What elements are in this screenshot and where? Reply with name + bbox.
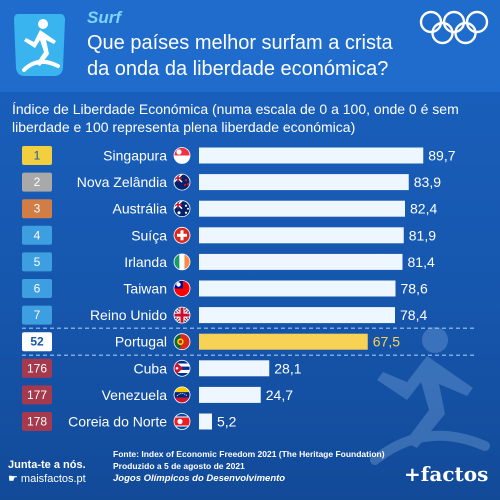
bar [199, 413, 212, 430]
value-label: 82,4 [410, 201, 437, 217]
country-label: Austrália [113, 201, 168, 217]
country-label: Irlanda [124, 254, 167, 270]
value-label: 67,5 [373, 334, 400, 350]
australia-flag-icon [173, 200, 191, 218]
source-note: Fonte: Index of Economic Freedom 2021 (T… [113, 448, 413, 472]
country-label: Portugal [115, 334, 167, 350]
bar [199, 253, 403, 270]
value-label: 5,2 [217, 414, 237, 430]
rank-label: 52 [30, 335, 44, 349]
country-label: Taiwan [123, 281, 167, 297]
rank-label: 4 [34, 228, 41, 242]
value-label: 83,9 [414, 174, 441, 190]
new-zealand-flag-icon [173, 173, 191, 191]
portugal-flag-icon [173, 333, 191, 351]
country-label: Singapura [103, 148, 167, 164]
ireland-flag-icon [173, 253, 191, 271]
page-title: Que países melhor surfam a crista da ond… [87, 32, 393, 80]
country-label: Coreia do Norte [68, 414, 167, 430]
bar [199, 280, 396, 297]
bar-chart: 1 Singapura 89,7 2 Nova Zelândia 83,9 3 Austrál… [22, 146, 474, 431]
rank-label: 1 [34, 149, 41, 163]
rank-badge [22, 146, 52, 165]
rank-badge [22, 225, 52, 245]
chart-subtitle: Índice de Liberdade Económica (numa esca… [12, 101, 459, 135]
value-label: 78,4 [400, 307, 427, 323]
site-link-text: maisfactos.pt [20, 473, 86, 485]
rank-badge [22, 172, 52, 192]
united-kingdom-flag-icon [173, 306, 191, 324]
value-label: 81,9 [409, 227, 436, 243]
rank-label: 5 [34, 255, 41, 269]
bar [199, 174, 409, 191]
singapore-flag-icon [173, 147, 191, 164]
taiwan-flag-icon [173, 280, 191, 297]
olympic-rings-icon [419, 10, 489, 45]
rank-badge [22, 332, 52, 352]
join-text: Junta-te a nós. [8, 459, 86, 471]
country-label: Reino Unido [90, 307, 167, 323]
surfer-watermark-icon [370, 327, 490, 465]
rank-label: 6 [34, 282, 41, 296]
brand-logo: +factos [404, 462, 489, 486]
bar [199, 200, 405, 217]
rank-label: 2 [34, 175, 41, 189]
footer-join: Junta-te a nós. ☛ maisfactos.pt [8, 458, 108, 486]
bar [199, 333, 368, 350]
rank-label: 178 [27, 415, 47, 429]
value-label: 78,6 [401, 281, 428, 297]
produced-text: Produzido a 5 de agosto de 2021 [113, 461, 245, 471]
country-label: Nova Zelândia [77, 174, 167, 190]
switzerland-flag-icon [173, 226, 191, 244]
rank-badge [22, 305, 52, 325]
venezuela-flag-icon [173, 386, 191, 404]
rank-badge [22, 385, 52, 405]
pointer-icon: ☛ [8, 473, 21, 485]
value-label: 28,1 [274, 360, 301, 376]
rank-badge [22, 199, 52, 219]
series-title: Jogos Olímpicos do Desenvolvimento [113, 473, 286, 484]
country-label: Cuba [134, 360, 168, 376]
value-label: 81,4 [408, 254, 435, 270]
bar [199, 307, 395, 324]
value-label: 24,7 [266, 387, 293, 403]
bar [199, 386, 261, 403]
country-label: Suíça [131, 227, 167, 243]
rank-badge [22, 252, 52, 272]
bar [199, 360, 270, 377]
rank-label: 7 [34, 308, 41, 322]
north-korea-flag-icon [173, 413, 191, 430]
rank-label: 3 [34, 202, 41, 216]
rank-badge [22, 358, 52, 378]
bar [199, 147, 424, 164]
site-link[interactable]: ☛ maisfactos.pt [8, 472, 108, 486]
rank-label: 176 [27, 361, 47, 375]
country-label: Venezuela [102, 387, 168, 403]
source-text: Fonte: Index of Economic Freedom 2021 (T… [113, 449, 385, 459]
rank-badge [22, 279, 52, 298]
sport-label: Surf [87, 8, 121, 27]
rank-label: 177 [27, 388, 47, 402]
surfer-icon [14, 14, 65, 76]
header-banner: Surf Que países melhor surfam a crista d… [0, 0, 500, 92]
value-label: 89,7 [428, 148, 455, 164]
cuba-flag-icon [173, 359, 191, 377]
bar [199, 227, 404, 244]
rank-badge [22, 412, 52, 431]
